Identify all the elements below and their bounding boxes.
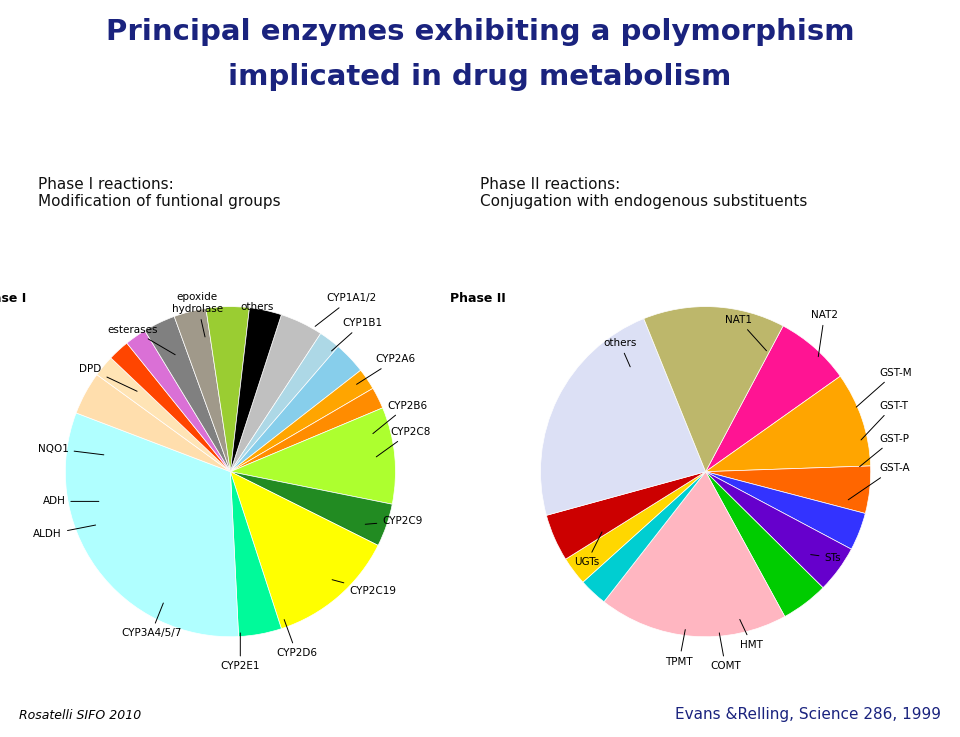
- Wedge shape: [706, 466, 871, 514]
- Text: Evans &Relling, Science 286, 1999: Evans &Relling, Science 286, 1999: [675, 708, 941, 722]
- Wedge shape: [230, 333, 338, 472]
- Wedge shape: [206, 307, 250, 472]
- Wedge shape: [644, 307, 783, 472]
- Text: epoxide
hydrolase: epoxide hydrolase: [172, 293, 223, 337]
- Text: CYP3A4/5/7: CYP3A4/5/7: [121, 603, 181, 638]
- Wedge shape: [706, 326, 840, 472]
- Text: CYP2C8: CYP2C8: [376, 427, 431, 457]
- Text: CYP2C9: CYP2C9: [365, 516, 422, 526]
- Wedge shape: [97, 358, 230, 472]
- Wedge shape: [230, 370, 372, 472]
- Wedge shape: [230, 315, 321, 472]
- Wedge shape: [110, 343, 230, 472]
- Wedge shape: [230, 472, 393, 545]
- Wedge shape: [706, 472, 852, 587]
- Text: implicated in drug metabolism: implicated in drug metabolism: [228, 63, 732, 91]
- Text: UGTs: UGTs: [574, 532, 602, 567]
- Text: CYP2B6: CYP2B6: [372, 401, 427, 433]
- Wedge shape: [127, 331, 230, 472]
- Wedge shape: [604, 472, 784, 637]
- Text: ALDH: ALDH: [34, 525, 96, 539]
- Text: esterases: esterases: [108, 325, 175, 354]
- Text: Phase II: Phase II: [449, 292, 506, 305]
- Text: GST-T: GST-T: [861, 401, 908, 440]
- Wedge shape: [230, 472, 281, 637]
- Text: GST-A: GST-A: [849, 464, 909, 500]
- Wedge shape: [706, 472, 823, 617]
- Wedge shape: [230, 472, 378, 629]
- Text: others: others: [603, 338, 636, 367]
- Wedge shape: [230, 408, 396, 504]
- Text: Phase I reactions:
Modification of funtional groups: Phase I reactions: Modification of funti…: [38, 177, 281, 209]
- Text: CYP2C19: CYP2C19: [332, 580, 396, 595]
- Wedge shape: [706, 472, 865, 549]
- Wedge shape: [706, 376, 871, 472]
- Text: CYP2D6: CYP2D6: [276, 620, 317, 658]
- Text: DPD: DPD: [80, 364, 137, 391]
- Wedge shape: [230, 388, 383, 472]
- Text: GST-M: GST-M: [856, 368, 912, 407]
- Text: Phase II reactions:
Conjugation with endogenous substituents: Phase II reactions: Conjugation with end…: [480, 177, 807, 209]
- Wedge shape: [546, 472, 706, 559]
- Text: CYP1A1/2: CYP1A1/2: [315, 293, 376, 326]
- Wedge shape: [565, 472, 706, 582]
- Wedge shape: [583, 472, 706, 602]
- Text: STs: STs: [810, 553, 841, 562]
- Text: COMT: COMT: [710, 633, 741, 671]
- Text: Principal enzymes exhibiting a polymorphism: Principal enzymes exhibiting a polymorph…: [106, 18, 854, 46]
- Text: CYP2A6: CYP2A6: [356, 354, 416, 384]
- Wedge shape: [145, 316, 230, 472]
- Text: GST-P: GST-P: [859, 433, 909, 467]
- Text: NAT1: NAT1: [725, 315, 766, 351]
- Wedge shape: [76, 374, 230, 472]
- Wedge shape: [230, 307, 281, 472]
- Text: others: others: [240, 301, 274, 337]
- Wedge shape: [65, 413, 239, 637]
- Text: NQO1: NQO1: [37, 444, 104, 455]
- Text: NAT2: NAT2: [811, 310, 838, 357]
- Text: CYP1B1: CYP1B1: [331, 318, 383, 351]
- Text: CYP2E1: CYP2E1: [221, 633, 260, 671]
- Text: Phase I: Phase I: [0, 292, 26, 305]
- Wedge shape: [540, 318, 706, 515]
- Wedge shape: [230, 346, 361, 472]
- Wedge shape: [174, 308, 230, 472]
- Text: TPMT: TPMT: [665, 629, 693, 666]
- Text: ADH: ADH: [42, 497, 99, 506]
- Text: HMT: HMT: [740, 620, 763, 650]
- Text: Rosatelli SIFO 2010: Rosatelli SIFO 2010: [19, 709, 141, 722]
